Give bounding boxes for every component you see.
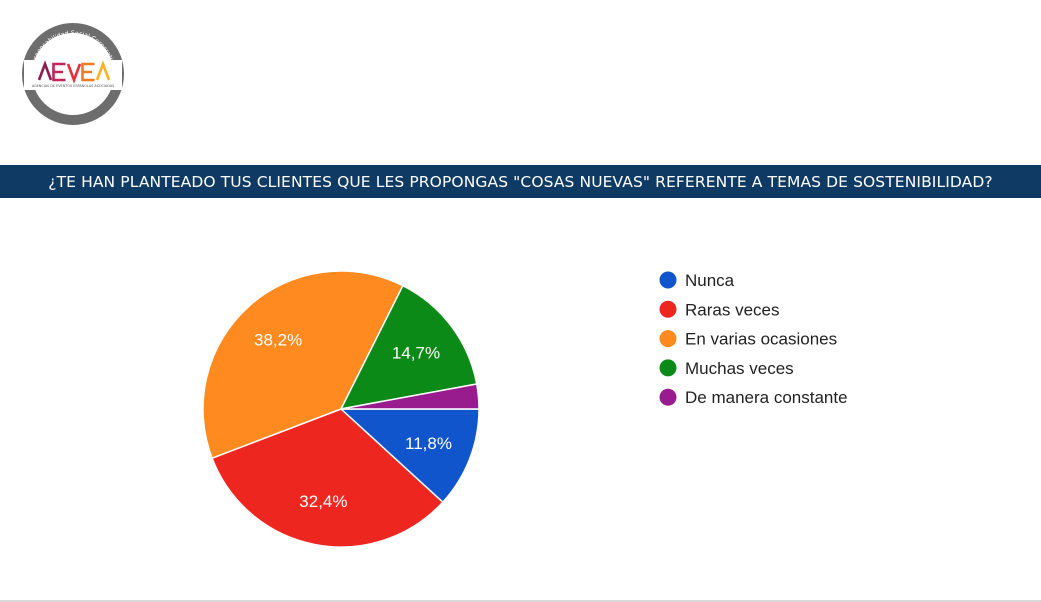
logo-letter-a bbox=[95, 60, 111, 81]
legend-swatch bbox=[659, 271, 677, 289]
legend-item: De manera constante bbox=[659, 388, 848, 407]
pie-slice-labels: 11,8% 32,4% 38,2% 14,7% bbox=[254, 330, 452, 511]
pie-data-label: 11,8% bbox=[405, 434, 452, 453]
legend-label: De manera constante bbox=[685, 388, 848, 407]
chart-title: ¿TE HAN PLANTEADO TUS CLIENTES QUE LES P… bbox=[0, 165, 1041, 198]
legend-item: Nunca bbox=[659, 271, 735, 290]
pie-data-label: 32,4% bbox=[299, 492, 347, 511]
legend-label: Nunca bbox=[685, 271, 735, 290]
logo-letter-e bbox=[52, 62, 66, 82]
legend-swatch bbox=[659, 388, 677, 406]
logo-letter-v bbox=[66, 63, 82, 84]
logo-subtitle: AGENCIAS DE EVENTOS ESPAÑOLAS ASOCIADAS bbox=[32, 83, 114, 88]
legend-item: Muchas veces bbox=[659, 359, 794, 378]
legend-item: En varias ocasiones bbox=[659, 330, 837, 349]
legend-label: Raras veces bbox=[685, 300, 779, 319]
pie-slice-de-manera-constante bbox=[340, 383, 480, 410]
legend-swatch bbox=[659, 330, 677, 348]
pie-slice-raras-veces bbox=[211, 408, 444, 548]
legend-item: Raras veces bbox=[659, 300, 779, 319]
pie-slice-muchas-veces bbox=[339, 284, 478, 411]
legend-label: Muchas veces bbox=[685, 359, 794, 378]
legend-swatch bbox=[659, 359, 677, 377]
pie-data-label: 14,7% bbox=[392, 344, 440, 363]
bottom-divider bbox=[0, 600, 1041, 602]
legend-swatch bbox=[659, 300, 677, 318]
aevea-logo: Responsabilidad Social Corporativa Soste… bbox=[20, 22, 126, 126]
logo-brand-mark bbox=[37, 60, 111, 84]
logo-letter-a bbox=[37, 60, 53, 81]
pie-slice-en-varias-ocasiones bbox=[202, 270, 404, 460]
chart-legend: Nunca Raras veces En varias ocasiones Mucha… bbox=[659, 271, 848, 407]
pie-data-label: 38,2% bbox=[254, 330, 302, 349]
pie-slice-nunca bbox=[339, 408, 480, 504]
logo-letter-e bbox=[81, 62, 95, 82]
pie-slices bbox=[202, 270, 480, 548]
legend-label: En varias ocasiones bbox=[685, 330, 837, 349]
